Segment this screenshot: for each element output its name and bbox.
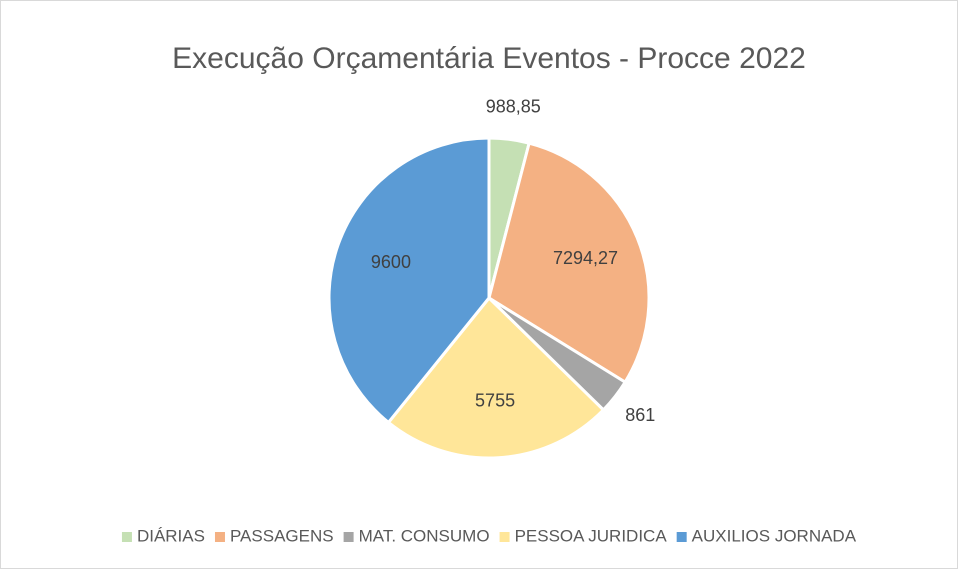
pie-slice	[327, 136, 491, 425]
legend-label: MAT. CONSUMO	[359, 526, 490, 545]
legend-swatch	[676, 532, 687, 542]
legend-label: DIÁRIAS	[137, 526, 205, 545]
data-label: 9600	[371, 252, 411, 272]
legend-label: PASSAGENS	[230, 526, 334, 545]
legend-label: AUXILIOS JORNADA	[692, 526, 857, 545]
data-label: 988,85	[486, 96, 541, 116]
data-label: 861	[625, 405, 655, 425]
legend-swatch	[121, 532, 132, 542]
pie-slice	[386, 295, 606, 460]
legend-swatch	[214, 532, 225, 542]
data-label: 5755	[475, 391, 515, 411]
legend-label: PESSOA JURIDICA	[515, 526, 668, 545]
legend-swatch	[499, 532, 510, 542]
data-label: 7294,27	[553, 248, 618, 268]
legend-swatch	[343, 532, 354, 542]
chart-title: Execução Orçamentária Eventos - Procce 2…	[172, 42, 806, 75]
